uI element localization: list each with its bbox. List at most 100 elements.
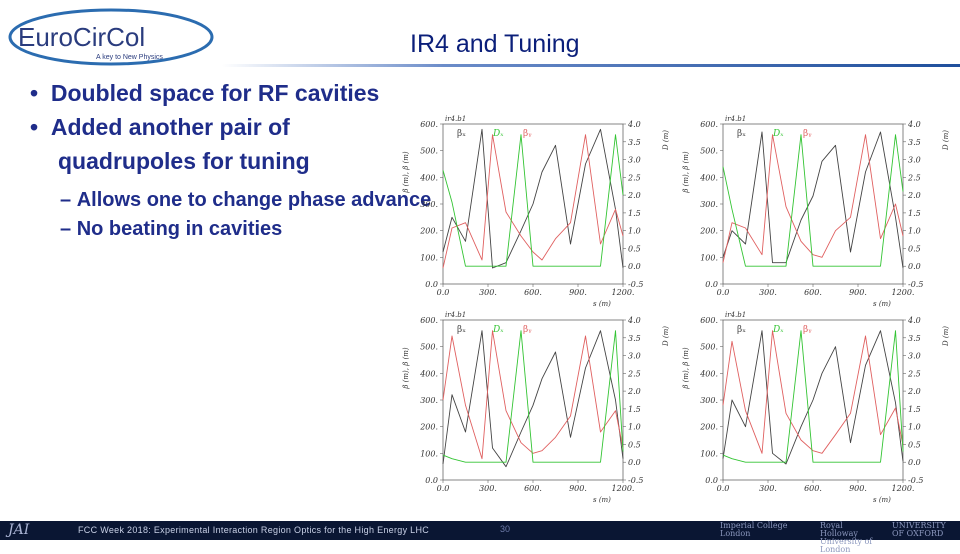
beamline-label: ir4.b1: [445, 115, 466, 123]
left-tick-label: 100.: [700, 253, 718, 262]
legend-beta-y: βᵧ: [803, 325, 812, 335]
right-tick-label: 2.5: [907, 173, 921, 182]
right-tick-label: 0.5: [628, 440, 641, 449]
left-tick-label: 400.: [419, 369, 438, 378]
left-tick-label: 600.: [420, 120, 438, 129]
bottom-tick-label: 600.: [804, 288, 822, 297]
right-tick-label: 0.5: [908, 440, 921, 449]
plot-frame: [442, 123, 624, 285]
legend-dispersion: Dₓ: [772, 325, 784, 335]
left-tick-label: 0.0: [425, 280, 438, 289]
right-tick-label: 1.5: [628, 209, 641, 218]
right-axis-label: D (m): [662, 326, 670, 347]
left-tick-label: 0.0: [705, 476, 718, 485]
right-tick-label: 1.5: [908, 405, 921, 414]
legend-beta-y: βᵧ: [523, 325, 532, 335]
right-tick-label: 1.5: [628, 405, 641, 414]
bullet-item: • Doubled space for RF cavities: [30, 80, 380, 106]
left-tick-label: 100.: [700, 449, 718, 458]
legend-beta-x: βₓ: [457, 325, 466, 335]
right-tick-label: 1.0: [908, 227, 921, 236]
right-tick-label: 4.0: [627, 316, 641, 325]
series-beta-x: [722, 330, 904, 465]
sub-bullet-item: – Allows one to change phase advance: [60, 189, 432, 211]
right-tick-label: 0.0: [908, 458, 921, 467]
bottom-tick-label: 300.: [759, 288, 777, 297]
bottom-tick-label: 0.0: [437, 288, 450, 297]
x-axis-label: s (m): [873, 300, 891, 307]
series-dispersion: [442, 330, 624, 463]
right-tick-label: 2.0: [627, 191, 641, 200]
left-axis-label: β (m), β (m): [402, 151, 410, 193]
right-tick-label: 3.5: [908, 138, 921, 147]
right-tick-label: 2.5: [907, 369, 921, 378]
legend-beta-x: βₓ: [737, 129, 746, 139]
jai-logo: JAI: [8, 522, 30, 538]
bottom-tick-label: 300.: [759, 484, 777, 493]
left-tick-label: 400.: [699, 173, 718, 182]
right-tick-label: 3.5: [908, 334, 921, 343]
legend-beta-x: βₓ: [457, 129, 466, 139]
left-tick-label: 200.: [419, 423, 438, 432]
right-tick-label: 0.0: [628, 458, 641, 467]
left-tick-label: 400.: [419, 173, 438, 182]
logo-tagline: A key to New Physics: [96, 54, 163, 61]
oxford-logo: UNIVERSITY OF OXFORD: [892, 521, 946, 538]
beamline-label: ir4.b1: [445, 311, 466, 319]
optics-plot-top-right: 600. 500. 400. 300. 200. 100. 0.0 4.0 3.5 3.0 2.5 2…: [682, 115, 950, 307]
right-tick-label: -0.5: [908, 280, 923, 289]
series-beta-y: [442, 330, 624, 460]
right-tick-label: 1.0: [908, 423, 921, 432]
bottom-tick-label: 600.: [524, 288, 542, 297]
left-axis-label: β (m), β (m): [682, 347, 690, 389]
series-dispersion: [722, 134, 904, 267]
series-beta-x: [722, 131, 904, 269]
right-tick-label: -0.5: [908, 476, 923, 485]
left-axis-label: β (m), β (m): [682, 151, 690, 193]
left-tick-label: 400.: [699, 369, 718, 378]
bottom-tick-label: 1200.: [612, 288, 635, 297]
series-dispersion: [442, 134, 624, 267]
left-tick-label: 100.: [420, 253, 438, 262]
left-tick-label: 300.: [700, 200, 718, 209]
right-tick-label: 0.5: [628, 244, 641, 253]
left-axis-label: β (m), β (m): [402, 347, 410, 389]
footer-bar: JAI FCC Week 2018: Experimental Interact…: [0, 521, 960, 554]
legend-dispersion: Dₓ: [772, 129, 784, 139]
right-tick-label: 3.0: [908, 156, 921, 165]
left-tick-label: 300.: [420, 200, 438, 209]
right-tick-label: 2.5: [627, 369, 641, 378]
eurocircol-logo: EuroCirCol A key to New Physics: [8, 8, 214, 66]
left-tick-label: 0.0: [705, 280, 718, 289]
right-tick-label: 4.0: [627, 120, 641, 129]
bottom-tick-label: 0.0: [437, 484, 450, 493]
title-rule: [222, 64, 960, 67]
left-tick-label: 300.: [420, 396, 438, 405]
sub-bullet-item: – No beating in cavities: [60, 218, 283, 240]
bottom-tick-label: 300.: [479, 288, 497, 297]
plot-frame: [442, 319, 624, 481]
left-tick-label: 500.: [700, 147, 718, 156]
right-tick-label: 1.0: [628, 227, 641, 236]
bottom-tick-label: 600.: [804, 484, 822, 493]
bottom-tick-label: 900.: [849, 484, 867, 493]
optics-plot-bottom-right: 600. 500. 400. 300. 200. 100. 0.0 4.0 3.5 3.0 2.5 2…: [682, 311, 950, 503]
left-tick-label: 600.: [700, 316, 718, 325]
bullet-item: • Added another pair of quadrupoles for …: [30, 114, 310, 174]
bottom-tick-label: 300.: [479, 484, 497, 493]
logo-text: EuroCirCol: [18, 22, 145, 52]
plot-frame: [722, 123, 904, 285]
right-tick-label: 4.0: [907, 120, 921, 129]
legend-dispersion: Dₓ: [492, 325, 504, 335]
right-axis-label: D (m): [662, 130, 670, 151]
right-axis-label: D (m): [942, 130, 950, 151]
royal-holloway-logo: Royal Holloway University of London: [820, 521, 873, 554]
legend-beta-y: βᵧ: [523, 129, 532, 139]
legend-dispersion: Dₓ: [492, 129, 504, 139]
right-tick-label: 2.0: [907, 191, 921, 200]
right-tick-label: 3.5: [628, 138, 641, 147]
bottom-tick-label: 1200.: [612, 484, 635, 493]
bullet-list: • Doubled space for RF cavities • Added …: [30, 76, 452, 244]
left-tick-label: 500.: [700, 343, 718, 352]
series-beta-x: [442, 128, 624, 269]
